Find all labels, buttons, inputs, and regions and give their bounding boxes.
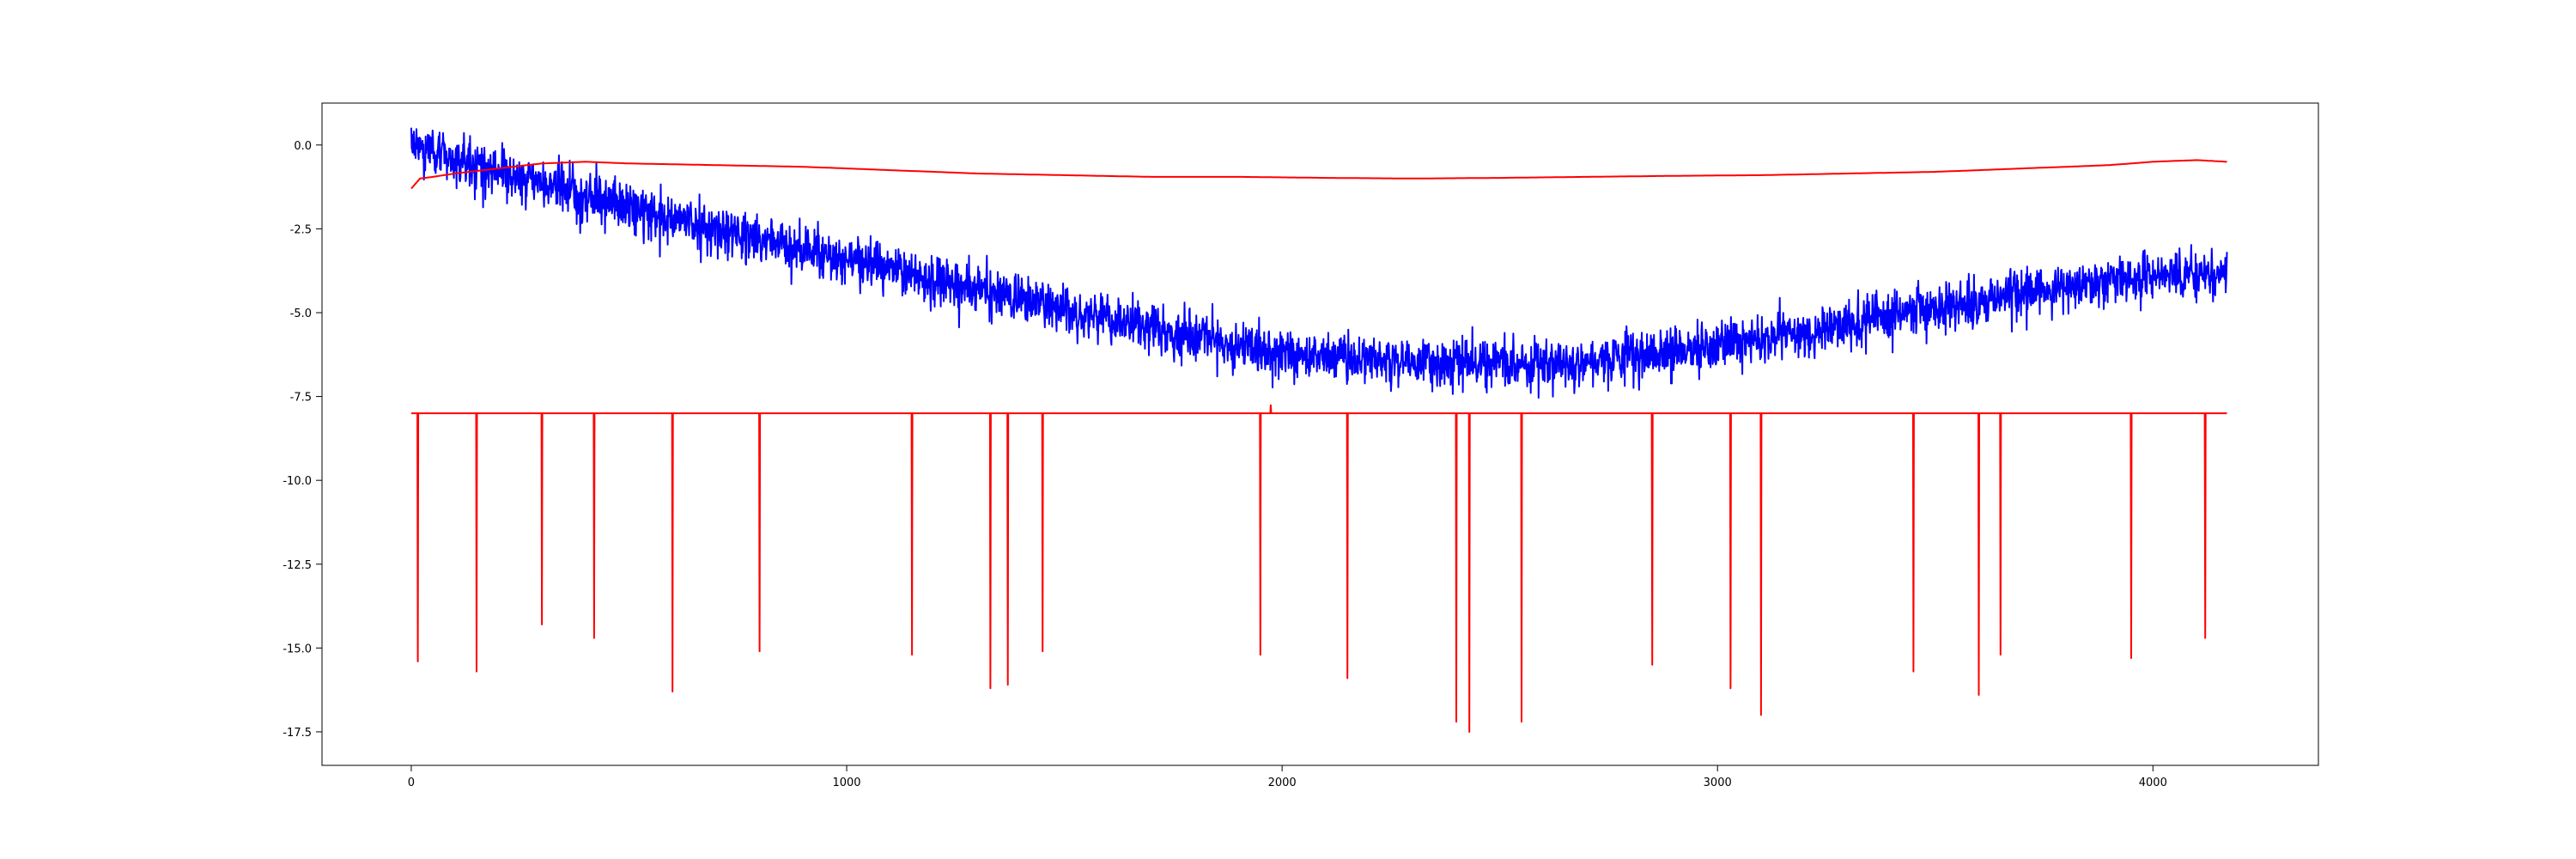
x-tick-label: 4000 (2139, 777, 2167, 789)
series-line-1 (410, 127, 2228, 399)
y-tick-label: -5.0 (290, 308, 312, 320)
y-tick-label: 0.0 (294, 140, 312, 153)
x-tick-label: 2000 (1268, 777, 1297, 789)
series-line-0 (410, 159, 2227, 190)
x-tick-label: 0 (408, 777, 415, 789)
x-tick-label: 3000 (1704, 777, 1732, 789)
y-axis: 0.0 -2.5 -5.0 -7.5 -10.0 -12.5 -15.0 -17.5 (283, 140, 322, 740)
y-tick-label: -17.5 (283, 727, 312, 740)
y-tick-label: -7.5 (290, 392, 312, 405)
y-tick-label: -10.0 (283, 475, 312, 488)
series-layer (410, 127, 2228, 733)
y-tick-label: -2.5 (290, 223, 312, 236)
x-tick-label: 1000 (832, 777, 860, 789)
y-tick-label: -12.5 (283, 559, 312, 572)
series-line-2 (410, 404, 2227, 733)
y-tick-label: -15.0 (283, 643, 312, 655)
plot-frame (321, 102, 2319, 766)
x-axis: 0 1000 2000 3000 4000 (408, 765, 2167, 789)
